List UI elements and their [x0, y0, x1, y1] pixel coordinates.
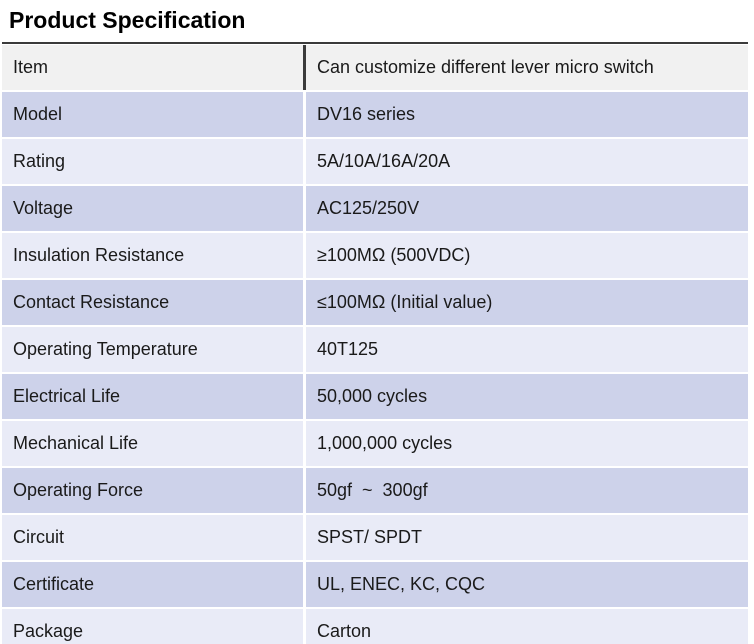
- table-row: Contact Resistance ≤100MΩ (Initial value): [2, 280, 748, 325]
- page-title: Product Specification: [9, 7, 246, 33]
- row-label: Item: [2, 45, 303, 90]
- row-label: Circuit: [2, 515, 303, 560]
- table-row: Circuit SPST/ SPDT: [2, 515, 748, 560]
- row-value: ≤100MΩ (Initial value): [306, 280, 748, 325]
- row-value: 50gf ~ 300gf: [306, 468, 748, 513]
- row-label: Electrical Life: [2, 374, 303, 419]
- row-label: Mechanical Life: [2, 421, 303, 466]
- table-row: Rating 5A/10A/16A/20A: [2, 139, 748, 184]
- spec-table: Item Can customize different lever micro …: [2, 45, 748, 644]
- table-row: Insulation Resistance ≥100MΩ (500VDC): [2, 233, 748, 278]
- row-label: Operating Force: [2, 468, 303, 513]
- row-value: Carton: [306, 609, 748, 644]
- table-row: Item Can customize different lever micro …: [2, 45, 748, 90]
- row-value: 40T125: [306, 327, 748, 372]
- row-value: AC125/250V: [306, 186, 748, 231]
- row-label: Certificate: [2, 562, 303, 607]
- title-rule: [2, 42, 748, 44]
- table-row: Package Carton: [2, 609, 748, 644]
- table-row: Operating Temperature 40T125: [2, 327, 748, 372]
- row-value: DV16 series: [306, 92, 748, 137]
- row-label: Operating Temperature: [2, 327, 303, 372]
- row-label: Package: [2, 609, 303, 644]
- row-value: 1,000,000 cycles: [306, 421, 748, 466]
- table-row: Mechanical Life 1,000,000 cycles: [2, 421, 748, 466]
- row-label: Insulation Resistance: [2, 233, 303, 278]
- row-value: 50,000 cycles: [306, 374, 748, 419]
- table-row: Electrical Life 50,000 cycles: [2, 374, 748, 419]
- row-value: Can customize different lever micro swit…: [306, 45, 748, 90]
- table-row: Operating Force 50gf ~ 300gf: [2, 468, 748, 513]
- row-value: UL, ENEC, KC, CQC: [306, 562, 748, 607]
- row-value: SPST/ SPDT: [306, 515, 748, 560]
- row-label: Contact Resistance: [2, 280, 303, 325]
- row-label: Voltage: [2, 186, 303, 231]
- row-value: 5A/10A/16A/20A: [306, 139, 748, 184]
- table-row: Voltage AC125/250V: [2, 186, 748, 231]
- row-label: Model: [2, 92, 303, 137]
- table-row: Model DV16 series: [2, 92, 748, 137]
- table-row: Certificate UL, ENEC, KC, CQC: [2, 562, 748, 607]
- row-label: Rating: [2, 139, 303, 184]
- row-value: ≥100MΩ (500VDC): [306, 233, 748, 278]
